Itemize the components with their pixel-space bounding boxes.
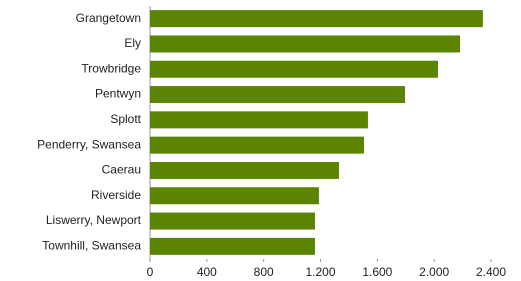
bar — [150, 61, 438, 78]
x-tick-label: 400 — [197, 265, 217, 279]
bar — [150, 213, 315, 230]
bar — [150, 35, 460, 52]
bar — [150, 162, 339, 179]
y-tick-label: Trowbridge — [81, 61, 141, 75]
y-tick-label: Pentwyn — [95, 87, 141, 101]
y-tick-label: Ely — [124, 36, 141, 50]
y-tick-label: Caerau — [102, 163, 141, 177]
bar — [150, 238, 315, 255]
bar — [150, 86, 405, 103]
y-tick-label: Penderry, Swansea — [37, 137, 141, 151]
y-tick-label: Grangetown — [76, 11, 141, 25]
bar — [150, 10, 483, 27]
x-tick-label: 2.400 — [476, 265, 506, 279]
bar — [150, 111, 368, 128]
bar — [150, 137, 364, 154]
bar — [150, 187, 319, 204]
y-tick-label: Splott — [110, 112, 141, 126]
x-tick-label: 1.200 — [305, 265, 335, 279]
chart: 0 400 800 1.200 1.600 2.000 2.400 Grangetown Ely… — [0, 0, 521, 281]
x-tick-label: 800 — [254, 265, 274, 279]
x-tick-label: 2.000 — [419, 265, 449, 279]
y-tick-label: Riverside — [91, 188, 141, 202]
x-tick-label: 1.600 — [362, 265, 392, 279]
x-tick-label: 0 — [147, 265, 154, 279]
y-tick-label: Townhill, Swansea — [42, 239, 141, 253]
y-tick-label: Liswerry, Newport — [46, 213, 142, 227]
